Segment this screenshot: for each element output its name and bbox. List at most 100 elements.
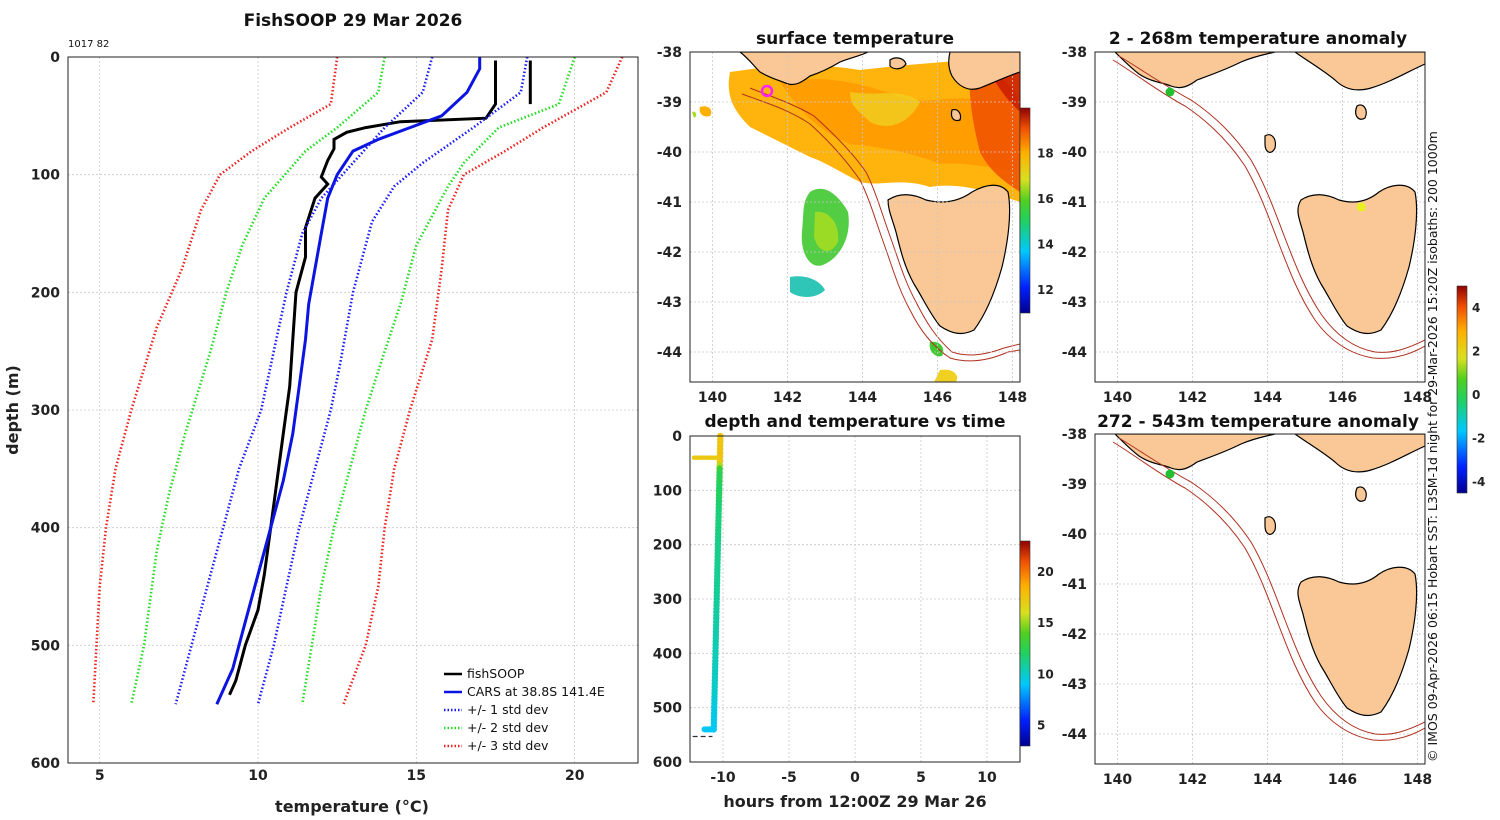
map-xtick: 142 [1178,772,1207,788]
map-ytick: -41 [1062,195,1087,211]
sst-colorbar-tick: 14 [1037,238,1054,252]
map-xtick: 146 [1328,772,1357,788]
anom-shallow-frame [1094,51,1426,383]
isobath-1000m [1112,441,1425,741]
profile-ytick: 100 [31,168,60,184]
map-land [1297,566,1418,717]
anom-shallow-map [1095,52,1425,382]
profile-ytick: 400 [31,521,60,537]
map-ytick: -40 [1062,527,1088,543]
profile-series-line [228,60,497,696]
anom-shallow-points [1165,87,1366,212]
map-ytick: -41 [1062,577,1087,593]
dt-colorbar-tick: 15 [1037,616,1054,630]
map-xtick: 140 [1103,772,1132,788]
dt-title: depth and temperature vs time [705,412,1006,432]
sst-gridlines [690,52,1020,382]
dt-ytick: 300 [653,592,682,608]
anom-shallow-title: 2 - 268m temperature anomaly [1109,29,1407,49]
map-xtick: 148 [1403,390,1432,406]
legend-label: +/- 3 std dev [467,738,549,753]
dt-ytick: 600 [653,755,682,771]
anom-shallow-y-ticks: -38 -39 -40 -41 -42 -43 -44 [1062,45,1088,361]
map-ytick: -39 [1062,95,1087,111]
profile-ytick: 600 [31,756,60,772]
isobath-200m [1118,437,1425,735]
map-ytick: -40 [657,145,683,161]
sst-x-ticks: 140 142 144 146 148 [698,390,1027,406]
profile-xtick: 20 [565,768,585,784]
map-land [1264,516,1276,535]
sst-position-marker [760,84,774,98]
dt-xtick: 5 [916,770,926,786]
profile-legend: fishSOOP CARS at 38.8S 141.4E +/- 1 std … [444,666,605,753]
profile-annotation: 1017 82 [68,39,109,50]
map-ytick: -40 [1062,145,1088,161]
map-ytick: -43 [657,295,682,311]
profile-ytick: 300 [31,403,60,419]
map-ytick: -39 [657,95,682,111]
sst-colorbar-tick: 18 [1037,147,1054,161]
dt-y-ticks: 0 100 200 300 400 500 600 [653,429,682,771]
sst-land [739,52,1020,335]
profile-xlabel: temperature (°C) [275,797,429,816]
legend-label: +/- 1 std dev [467,702,549,717]
map-ytick: -38 [1062,427,1087,443]
profile-series-line [256,56,529,705]
sst-title: surface temperature [756,29,954,49]
map-ytick: -44 [657,345,683,361]
profile-xtick: 5 [95,768,105,784]
dt-ytick: 500 [653,701,682,717]
map-ytick: -42 [1062,627,1087,643]
anomaly-colorbar-tick: -4 [1472,475,1485,489]
anomaly-shallow-panel: 2 - 268m temperature anomaly 140 142 144 14… [1062,29,1432,406]
anom-deep-title: 272 - 543m temperature anomaly [1097,412,1419,432]
sst-colorbar-tick: 12 [1037,283,1054,297]
dt-track [691,432,724,738]
profile-frame [67,56,639,764]
profile-lines [92,56,624,705]
dt-x-ticks: -10 -5 0 5 10 [710,770,997,786]
sst-colorbar-ticks: 12 14 16 18 [1037,147,1054,298]
map-ytick: -38 [657,45,682,61]
map-land [1297,184,1418,335]
dt-sample [715,455,720,460]
map-ytick: -39 [1062,477,1087,493]
sst-y-ticks: -38 -39 -40 -41 -42 -43 -44 [657,45,683,361]
profile-ylabel: depth (m) [3,365,22,455]
map-land [1355,104,1367,120]
map-xtick: 142 [773,390,802,406]
profile-series-line [174,56,434,705]
map-xtick: 146 [1328,390,1357,406]
dt-xtick: -5 [781,770,797,786]
map-xtick: 148 [998,390,1027,406]
legend-label: +/- 2 std dev [467,720,549,735]
map-ytick: -43 [1062,295,1087,311]
profile-ytick: 0 [50,50,60,66]
map-ytick: -44 [1062,345,1088,361]
map-land [1293,52,1425,91]
map-ytick: -38 [1062,45,1087,61]
dt-sample [710,726,717,733]
map-gridlines [1095,52,1425,382]
dt-ytick: 200 [653,538,682,554]
map-xtick: 140 [1103,390,1132,406]
profile-grid [68,56,638,764]
map-land [1293,434,1425,473]
profile-y-ticks: 0 100 200 300 400 500 600 [31,50,60,772]
dt-xtick: 0 [850,770,860,786]
dt-colorbar-tick: 5 [1037,719,1045,733]
legend-label: CARS at 38.8S 141.4E [467,684,605,699]
map-xtick: 144 [1253,772,1282,788]
dt-xtick: -10 [710,770,736,786]
anomaly-colorbar-group: 4 2 0 -2 -4 [1456,285,1485,494]
sst-map-panel: surface temperature [657,29,1054,406]
map-xtick: 144 [1253,390,1282,406]
anom-deep-frame [1094,433,1426,765]
dt-colorbar-tick: 20 [1037,565,1054,579]
map-gridlines [1095,434,1425,764]
map-ytick: -42 [657,245,682,261]
dt-xtick: 10 [977,770,997,786]
map-xtick: 142 [1178,390,1207,406]
